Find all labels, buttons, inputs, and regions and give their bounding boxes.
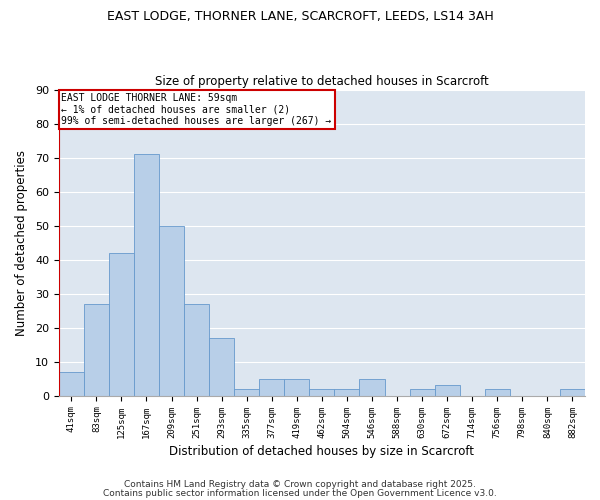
Bar — [159, 226, 184, 396]
X-axis label: Distribution of detached houses by size in Scarcroft: Distribution of detached houses by size … — [169, 444, 475, 458]
Text: EAST LODGE, THORNER LANE, SCARCROFT, LEEDS, LS14 3AH: EAST LODGE, THORNER LANE, SCARCROFT, LEE… — [107, 10, 493, 23]
Bar — [59, 372, 84, 396]
Text: Contains HM Land Registry data © Crown copyright and database right 2025.: Contains HM Land Registry data © Crown c… — [124, 480, 476, 489]
Y-axis label: Number of detached properties: Number of detached properties — [15, 150, 28, 336]
Bar — [485, 389, 510, 396]
Bar — [84, 304, 109, 396]
Bar — [310, 389, 334, 396]
Bar — [234, 389, 259, 396]
Bar — [334, 389, 359, 396]
Bar — [560, 389, 585, 396]
Bar — [209, 338, 234, 396]
Bar — [134, 154, 159, 396]
Bar — [284, 378, 310, 396]
Bar — [109, 253, 134, 396]
Bar — [410, 389, 434, 396]
Bar — [259, 378, 284, 396]
Text: Contains public sector information licensed under the Open Government Licence v3: Contains public sector information licen… — [103, 489, 497, 498]
Text: EAST LODGE THORNER LANE: 59sqm
← 1% of detached houses are smaller (2)
99% of se: EAST LODGE THORNER LANE: 59sqm ← 1% of d… — [61, 92, 332, 126]
Bar — [184, 304, 209, 396]
Title: Size of property relative to detached houses in Scarcroft: Size of property relative to detached ho… — [155, 76, 489, 88]
Bar — [434, 386, 460, 396]
Bar — [359, 378, 385, 396]
